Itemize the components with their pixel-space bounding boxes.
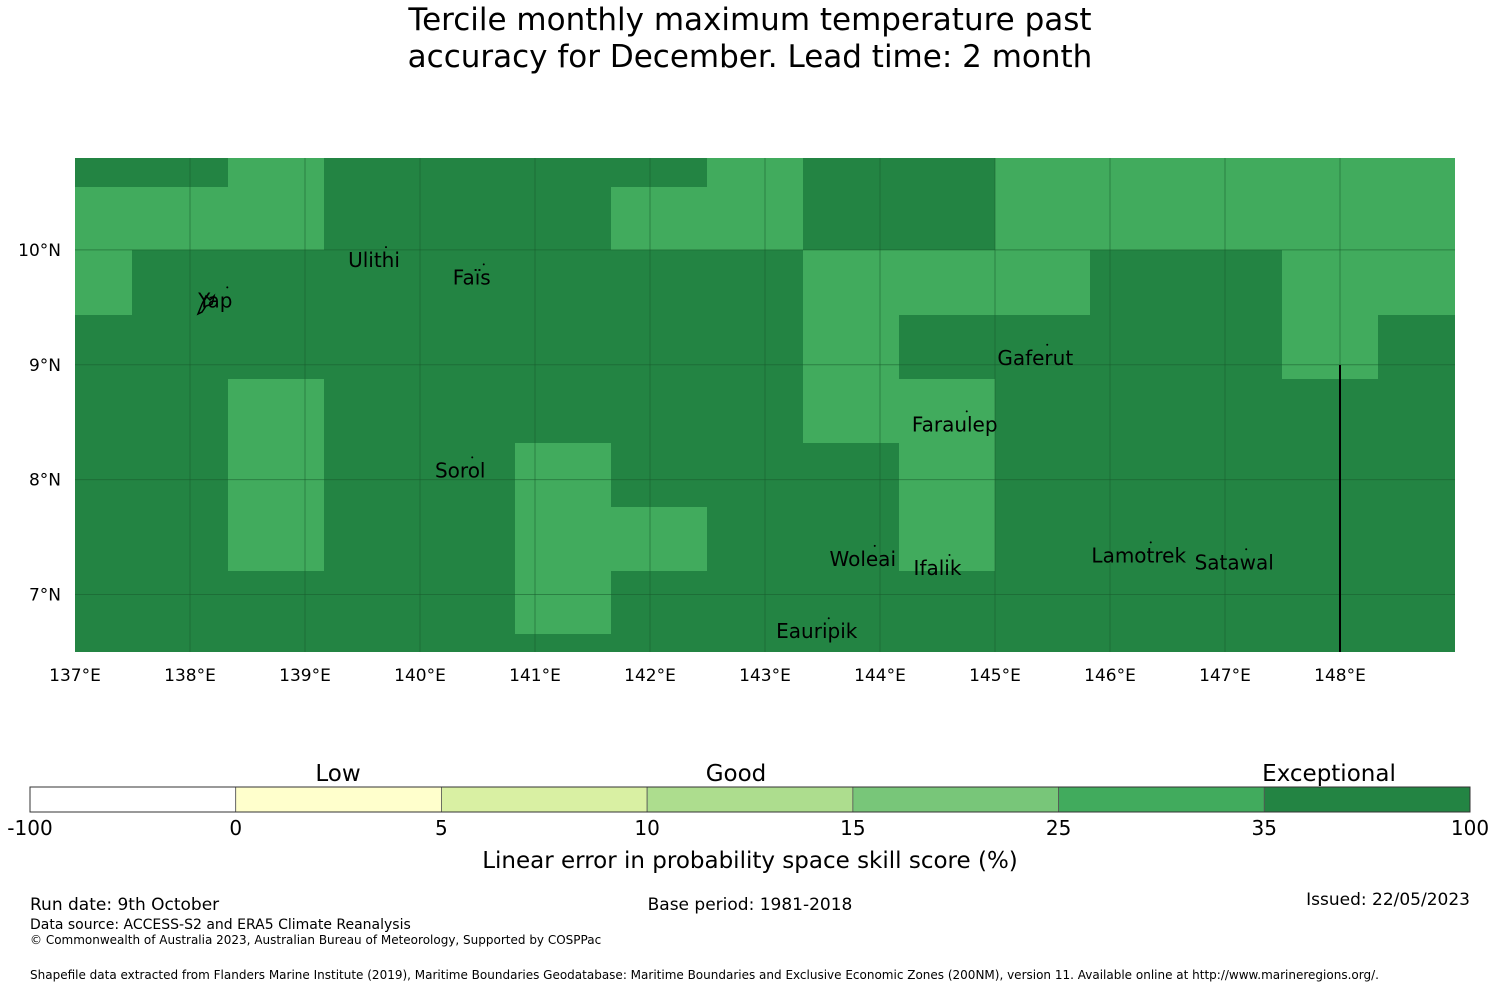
longitude-tick-labels: 137°E 138°E 139°E 140°E 141°E 142°E 143°E 144°E… <box>49 666 1366 686</box>
lon-tick-11: 148°E <box>1314 666 1366 686</box>
lat-tick-2: 8°N <box>29 471 61 491</box>
colorbar-swatch-3 <box>646 786 854 813</box>
issued-date: Issued: 22/05/2023 <box>1306 890 1470 910</box>
island-dot-9 <box>1245 548 1248 551</box>
chart-title: Tercile monthly maximum temperature past… <box>0 2 1500 76</box>
place-sorol: Sorol <box>435 458 486 482</box>
place-labels: Ulithi Faïs Yap Gaferut Faraulep Sorol Woleai I… <box>197 246 1274 643</box>
place-yap: Yap <box>197 288 232 312</box>
colorbar-swatch-5 <box>1058 786 1265 813</box>
island-dot-10 <box>827 617 830 620</box>
cell-band-25-35-0 <box>75 187 228 250</box>
colorbar-swatch-1 <box>235 786 442 813</box>
colorbar-tick-2: 5 <box>435 816 448 840</box>
cell-band-25-35-10 <box>1282 315 1378 379</box>
island-dot-3 <box>1046 343 1049 346</box>
colorbar-tick-3: 10 <box>634 816 659 840</box>
island-dot-0 <box>385 246 387 249</box>
lon-tick-0: 137°E <box>49 666 101 686</box>
copyright: © Commonwealth of Australia 2023, Austra… <box>30 933 602 947</box>
cell-band-25-35-3 <box>611 187 707 250</box>
place-lamotrek: Lamotrek <box>1091 543 1186 567</box>
base-period: Base period: 1981-2018 <box>647 895 853 915</box>
colorbar-tick-5: 25 <box>1046 816 1071 840</box>
island-dot-7 <box>948 554 951 557</box>
latitude-tick-labels: 10°N 9°N 8°N 7°N <box>18 241 61 606</box>
place-ifalik: Ifalik <box>914 556 962 580</box>
place-eauripik: Eauripik <box>776 619 858 643</box>
island-dot-6 <box>873 544 876 547</box>
title-line-2: accuracy for December. Lead time: 2 mont… <box>407 39 1093 75</box>
place-satawal: Satawal <box>1195 550 1274 574</box>
colorbar-swatches <box>29 786 1471 813</box>
colorbar-swatch-4 <box>852 786 1059 813</box>
category-low: Low <box>315 761 360 787</box>
colorbar-tick-labels: -100 0 5 10 15 25 35 100 <box>7 816 1489 840</box>
colorbar-label: Linear error in probability space skill … <box>482 848 1018 874</box>
lon-tick-8: 145°E <box>969 666 1021 686</box>
island-dot-8 <box>1149 541 1152 544</box>
lon-tick-10: 147°E <box>1199 666 1251 686</box>
lon-tick-1: 138°E <box>164 666 216 686</box>
title-line-1: Tercile monthly maximum temperature past <box>408 2 1092 38</box>
cell-band-25-35-7 <box>803 315 899 443</box>
lon-tick-2: 139°E <box>279 666 331 686</box>
place-ulithi: Ulithi <box>348 248 400 272</box>
cell-band-25-35-13 <box>611 507 707 571</box>
cell-band-25-35-4 <box>707 158 803 250</box>
lon-tick-7: 144°E <box>854 666 906 686</box>
cell-band-25-35-12 <box>515 443 611 634</box>
island-dot-2 <box>226 286 229 289</box>
data-source: Data source: ACCESS-S2 and ERA5 Climate … <box>30 917 411 933</box>
place-faïs: Faïs <box>453 265 491 289</box>
lon-tick-9: 146°E <box>1084 666 1136 686</box>
shapefile-credit: Shapefile data extracted from Flanders M… <box>30 968 1379 982</box>
cell-band-25-35-6 <box>803 250 1090 315</box>
yap-island-outline <box>196 293 216 316</box>
island-dot-5 <box>471 456 474 459</box>
graticule <box>75 158 1455 652</box>
cell-band-25-35-9 <box>1282 250 1455 315</box>
lat-tick-1: 9°N <box>29 356 61 376</box>
island-dot-4 <box>965 410 968 413</box>
place-woleai: Woleai <box>829 547 896 571</box>
lon-tick-3: 140°E <box>394 666 446 686</box>
cell-band-25-35-2 <box>75 250 132 315</box>
cell-band-25-35-11 <box>228 379 324 571</box>
lon-tick-6: 143°E <box>739 666 791 686</box>
lon-tick-4: 141°E <box>509 666 561 686</box>
colorbar-tick-7: 100 <box>1451 816 1489 840</box>
lat-tick-3: 7°N <box>29 586 61 606</box>
colorbar: Low Good Exceptional -100 0 5 10 15 25 35 100 L… <box>7 761 1489 874</box>
colorbar-swatch-2 <box>441 786 648 813</box>
run-date: Run date: 9th October <box>30 895 220 915</box>
category-good: Good <box>706 761 767 787</box>
colorbar-tick-6: 35 <box>1252 816 1277 840</box>
island-dot-1 <box>482 263 485 266</box>
category-exceptional: Exceptional <box>1262 761 1396 787</box>
place-gaferut: Gaferut <box>997 346 1073 370</box>
island-markers <box>196 293 1341 652</box>
cell-band-25-35-1 <box>228 158 324 250</box>
place-faraulep: Faraulep <box>912 412 998 436</box>
lat-tick-0: 10°N <box>18 241 61 261</box>
colorbar-swatch-0 <box>29 786 237 813</box>
colorbar-swatch-6 <box>1263 786 1471 813</box>
lon-tick-5: 142°E <box>624 666 676 686</box>
colorbar-tick-4: 15 <box>840 816 865 840</box>
colorbar-frame <box>29 786 1471 813</box>
colorbar-tick-1: 0 <box>229 816 242 840</box>
cell-band-25-35-8 <box>899 379 995 571</box>
colorbar-tick-0: -100 <box>7 816 52 840</box>
